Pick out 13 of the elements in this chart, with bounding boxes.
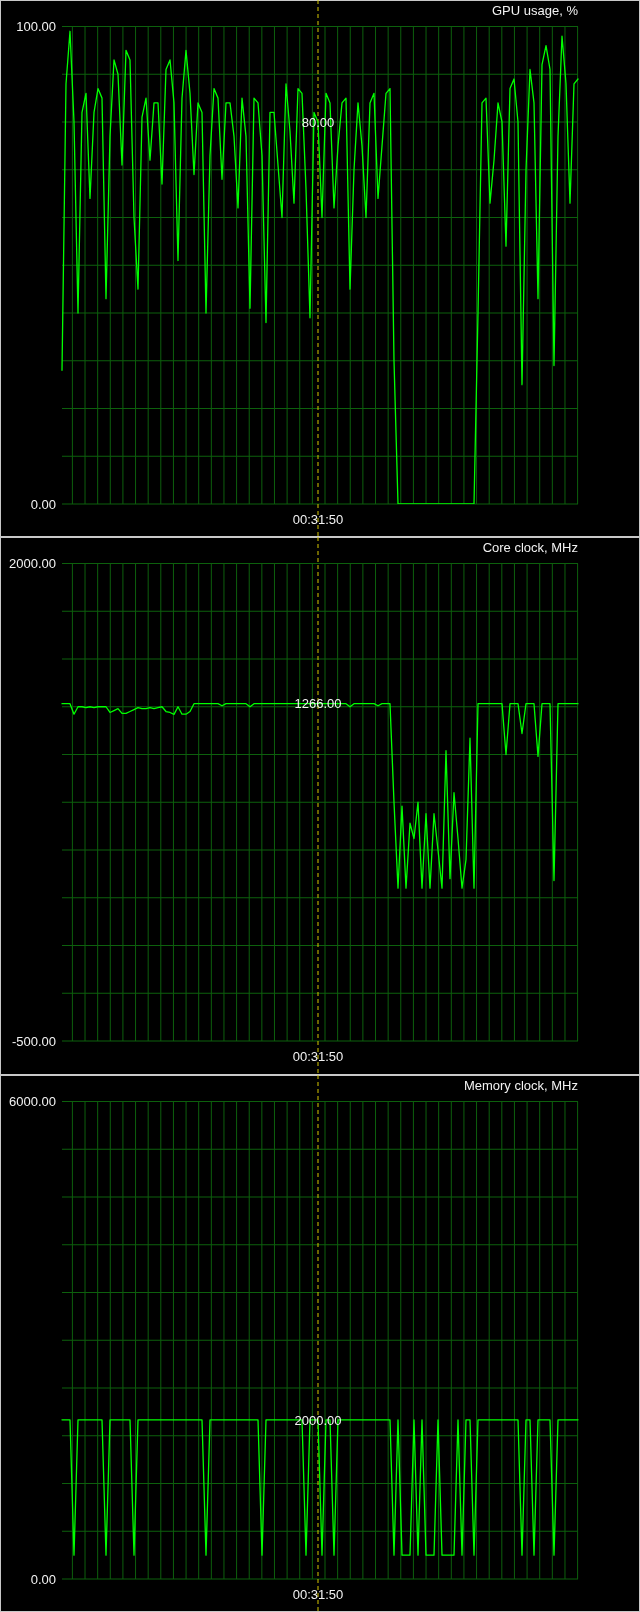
y-tick-label: 100.00: [16, 19, 56, 35]
y-tick-label: -500.00: [11, 1033, 56, 1049]
chart-title: Core clock, MHz: [482, 540, 578, 555]
chart-title: Memory clock, MHz: [463, 1078, 578, 1093]
chart-title: GPU usage, %: [492, 3, 578, 18]
y-tick-label: 2000.00: [9, 556, 56, 572]
x-tick-label: 00:31:50: [292, 1049, 344, 1065]
y-tick-label: 0.00: [30, 496, 56, 512]
x-tick-label: 00:31:50: [292, 1587, 344, 1603]
y-tick-label: 0.00: [30, 1571, 56, 1587]
line-series: [61, 30, 579, 504]
y-tick-label: 6000.00: [9, 1094, 56, 1110]
x-tick-label: 00:31:50: [292, 512, 344, 528]
